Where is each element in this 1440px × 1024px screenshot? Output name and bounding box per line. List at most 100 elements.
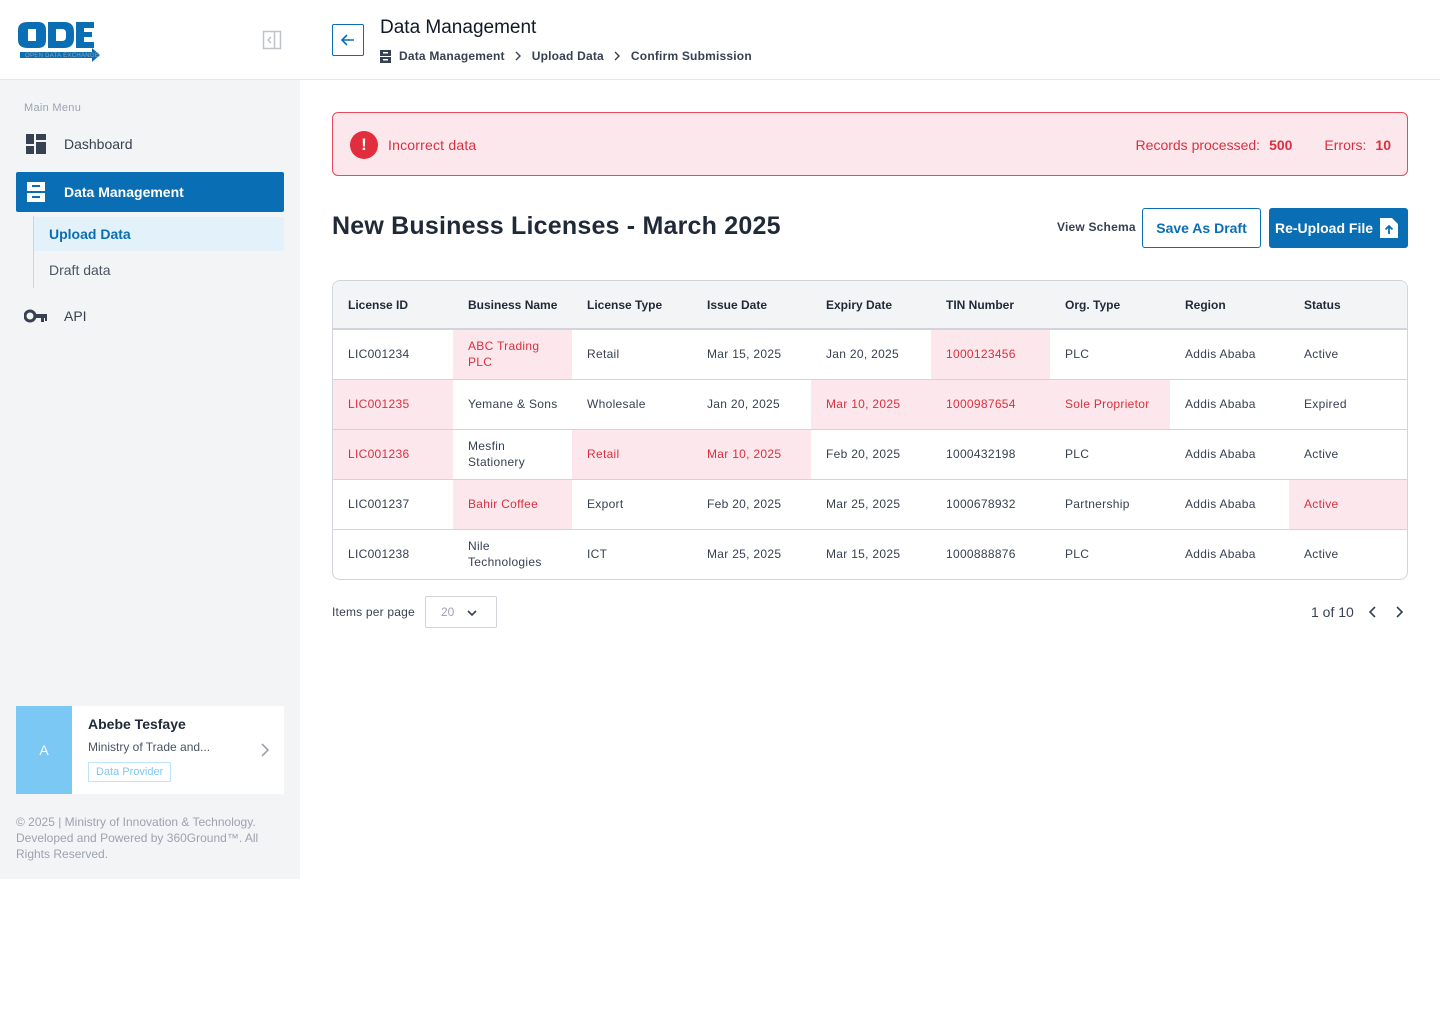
- table-cell: 1000432198: [931, 429, 1050, 480]
- column-header: Region: [1170, 281, 1289, 330]
- user-role-badge: Data Provider: [88, 762, 172, 782]
- avatar: A: [16, 706, 72, 794]
- table-cell: PLC: [1050, 429, 1170, 480]
- table-cell: Addis Ababa: [1185, 547, 1256, 562]
- records-processed-label: Records processed:: [1135, 137, 1261, 153]
- table-cell: Wholesale: [572, 379, 692, 430]
- save-as-draft-button[interactable]: Save As Draft: [1142, 208, 1261, 248]
- sidebar-subitem-draft-data[interactable]: Draft data: [49, 262, 111, 278]
- table-cell: Partnership: [1050, 479, 1170, 530]
- table-cell: Mesfin Stationery: [453, 429, 572, 480]
- menu-heading: Main Menu: [24, 102, 82, 114]
- table-cell: ICT: [587, 547, 608, 562]
- table-cell: Active: [1289, 329, 1407, 380]
- table-cell-error: Sole Proprietor: [1050, 379, 1170, 430]
- logo-tagline: OPEN DATA EXCHANGE: [25, 53, 100, 59]
- table-row: LIC001236 Mesfin Stationery Retail Mar 10, …: [333, 429, 1407, 480]
- table-cell: Mar 15, 2025: [692, 329, 811, 380]
- table-cell: Jan 20, 2025: [811, 329, 931, 380]
- table-cell-error: Mar 10, 2025: [692, 429, 811, 480]
- breadcrumb: Data Management Upload Data Confirm Subm…: [380, 49, 752, 63]
- items-per-page-value: 20: [441, 605, 455, 619]
- user-organization: Ministry of Trade and...: [88, 740, 211, 754]
- user-profile-card[interactable]: A Abebe Tesfaye Ministry of Trade and...…: [16, 706, 284, 794]
- arrow-left-icon: [341, 34, 354, 46]
- page-header: Data Management Data Management Upload D…: [300, 0, 1440, 80]
- sidebar-item-label: API: [64, 308, 87, 324]
- table-cell: LIC001234: [333, 329, 453, 380]
- sidebar-item-label: Data Management: [64, 184, 184, 200]
- page-title: Data Management: [380, 17, 537, 38]
- table-cell-error: ABC Trading PLC: [453, 329, 572, 380]
- file-upload-icon: [1380, 218, 1398, 238]
- chevron-right-icon: [261, 743, 270, 757]
- user-info: Abebe Tesfaye Ministry of Trade and... D…: [72, 706, 284, 794]
- table-cell-error: Mar 10, 2025: [811, 379, 931, 430]
- errors-value: 10: [1375, 137, 1391, 153]
- table-cell-error: LIC001236: [333, 429, 453, 480]
- chevron-right-icon: [515, 51, 522, 61]
- sidebar-item-api[interactable]: API: [16, 296, 284, 336]
- column-header: Business Name: [453, 281, 572, 330]
- table-cell: Yemane & Sons: [453, 379, 572, 430]
- database-icon: [380, 49, 391, 63]
- sidebar-item-label: Dashboard: [64, 136, 133, 152]
- table-cell: Jan 20, 2025: [692, 379, 811, 430]
- table-cell: PLC: [1065, 547, 1090, 562]
- table-cell: Mar 25, 2025: [707, 547, 782, 562]
- column-header: Expiry Date: [811, 281, 931, 330]
- reupload-label: Re-Upload File: [1275, 220, 1374, 236]
- sidebar-header: OPEN DATA EXCHANGE: [0, 0, 300, 80]
- sidebar-item-dashboard[interactable]: Dashboard: [16, 124, 284, 164]
- alert-message: Incorrect data: [388, 137, 477, 153]
- back-button[interactable]: [332, 24, 364, 56]
- table-cell: Active: [1304, 547, 1339, 562]
- table-row: LIC001238 Nile Technologies ICT Mar 25, 202…: [333, 529, 1407, 579]
- column-header: License ID: [333, 281, 453, 330]
- chevron-right-icon: [614, 51, 621, 61]
- page-indicator: 1 of 10: [1311, 604, 1354, 620]
- table-body: LIC001234 ABC Trading PLC Retail Mar 15, 20…: [333, 329, 1407, 579]
- table-cell: 1000678932: [931, 479, 1050, 530]
- table-row: LIC001234 ABC Trading PLC Retail Mar 15, 20…: [333, 329, 1407, 380]
- sidebar-item-data-management[interactable]: Data Management: [16, 172, 284, 212]
- ode-logo: [18, 22, 100, 62]
- table-cell: Mar 15, 2025: [826, 547, 901, 562]
- table-cell: Export: [572, 479, 692, 530]
- column-header: Issue Date: [692, 281, 811, 330]
- chevron-down-icon: [467, 610, 477, 617]
- table-cell: Active: [1289, 429, 1407, 480]
- table-cell: PLC: [1050, 329, 1170, 380]
- reupload-file-button[interactable]: Re-Upload File: [1269, 208, 1408, 248]
- table-header-row: License ID Business Name License Type Is…: [333, 281, 1407, 330]
- chevron-right-icon[interactable]: [1392, 604, 1406, 620]
- breadcrumb-confirm-submission: Confirm Submission: [630, 49, 752, 63]
- table-cell-error: LIC001235: [333, 379, 453, 430]
- user-name: Abebe Tesfaye: [88, 716, 186, 732]
- table-cell: Expired: [1289, 379, 1407, 430]
- column-header: Org. Type: [1050, 281, 1170, 330]
- chevron-left-icon[interactable]: [1366, 604, 1380, 620]
- items-per-page-select[interactable]: 20: [425, 596, 497, 628]
- copyright-footer: © 2025 | Ministry of Innovation & Techno…: [16, 815, 259, 861]
- view-schema-link[interactable]: View Schema: [1057, 220, 1136, 234]
- table-cell-error: 1000987654: [931, 379, 1050, 430]
- error-exclamation-icon: !: [350, 131, 378, 159]
- table-cell-error: Retail: [572, 429, 692, 480]
- table-row: LIC001235 Yemane & Sons Wholesale Jan 20, 2…: [333, 379, 1407, 430]
- breadcrumb-upload-data[interactable]: Upload Data: [531, 49, 604, 63]
- table-cell: Addis Ababa: [1170, 479, 1289, 530]
- sidebar-subitem-upload-data[interactable]: Upload Data: [34, 217, 284, 251]
- breadcrumb-data-management[interactable]: Data Management: [399, 49, 505, 63]
- items-per-page-label: Items per page: [332, 605, 415, 619]
- table-cell: Feb 20, 2025: [811, 429, 931, 480]
- table-cell: Retail: [572, 329, 692, 380]
- dataset-title: New Business Licenses - March 2025: [332, 212, 781, 240]
- table-cell-error: 1000123456: [931, 329, 1050, 380]
- collapse-sidebar-icon[interactable]: [262, 30, 282, 50]
- table-row: LIC001237 Bahir Coffee Export Feb 20, 2025 M…: [333, 479, 1407, 530]
- database-icon: [24, 180, 48, 204]
- dashboard-grid-icon: [24, 132, 48, 156]
- data-table: License ID Business Name License Type Is…: [332, 280, 1408, 580]
- table-cell-error: Bahir Coffee: [453, 479, 572, 530]
